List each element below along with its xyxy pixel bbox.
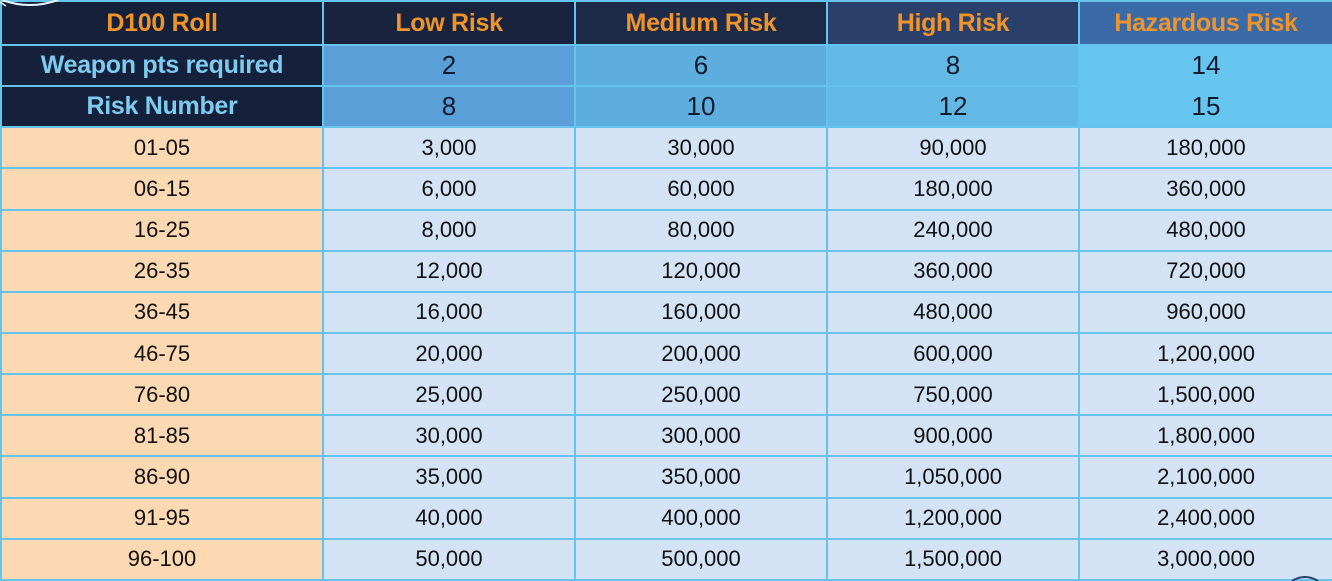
header-high-risk: High Risk bbox=[826, 0, 1080, 46]
reward-value-cell: 120,000 bbox=[574, 249, 828, 293]
table-row: 81-85 30,000 300,000 900,000 1,800,000 bbox=[0, 414, 1332, 458]
reward-value-cell: 200,000 bbox=[574, 331, 828, 376]
roll-range-cell: 76-80 bbox=[0, 373, 324, 417]
table-row: 26-35 12,000 120,000 360,000 720,000 bbox=[0, 249, 1332, 293]
reward-value-cell: 35,000 bbox=[322, 455, 576, 499]
risk-number-label: Risk Number bbox=[0, 85, 324, 129]
reward-value-cell: 30,000 bbox=[322, 414, 576, 458]
reward-value-cell: 3,000,000 bbox=[1078, 537, 1332, 581]
header-medium-risk: Medium Risk bbox=[574, 0, 828, 46]
reward-value-cell: 300,000 bbox=[574, 414, 828, 458]
reward-value-cell: 750,000 bbox=[826, 373, 1080, 417]
reward-value-cell: 12,000 bbox=[322, 249, 576, 293]
table-row: 46-75 20,000 200,000 600,000 1,200,000 bbox=[0, 331, 1332, 376]
reward-value-cell: 8,000 bbox=[322, 208, 576, 252]
reward-value-cell: 350,000 bbox=[574, 455, 828, 499]
risk-number-value: 10 bbox=[574, 85, 828, 129]
reward-value-cell: 1,050,000 bbox=[826, 455, 1080, 499]
reward-value-cell: 90,000 bbox=[826, 126, 1080, 170]
weapon-pts-row: Weapon pts required 2 6 8 14 bbox=[0, 43, 1332, 88]
header-low-risk: Low Risk bbox=[322, 0, 576, 46]
reward-value-cell: 360,000 bbox=[1078, 167, 1332, 211]
table-row: 86-90 35,000 350,000 1,050,000 2,100,000 bbox=[0, 455, 1332, 499]
reward-value-cell: 360,000 bbox=[826, 249, 1080, 293]
reward-value-cell: 60,000 bbox=[574, 167, 828, 211]
reward-value-cell: 720,000 bbox=[1078, 249, 1332, 293]
risk-number-value: 15 bbox=[1078, 85, 1332, 129]
reward-value-cell: 500,000 bbox=[574, 537, 828, 581]
table-row: 16-25 8,000 80,000 240,000 480,000 bbox=[0, 208, 1332, 252]
reward-value-cell: 240,000 bbox=[826, 208, 1080, 252]
reward-value-cell: 160,000 bbox=[574, 290, 828, 335]
reward-value-cell: 20,000 bbox=[322, 331, 576, 376]
reward-value-cell: 1,200,000 bbox=[1078, 331, 1332, 376]
reward-value-cell: 16,000 bbox=[322, 290, 576, 335]
reward-value-cell: 960,000 bbox=[1078, 290, 1332, 335]
roll-range-cell: 86-90 bbox=[0, 455, 324, 499]
reward-value-cell: 50,000 bbox=[322, 537, 576, 581]
reward-value-cell: 6,000 bbox=[322, 167, 576, 211]
reward-value-cell: 1,200,000 bbox=[826, 496, 1080, 540]
roll-range-cell: 36-45 bbox=[0, 290, 324, 335]
reward-value-cell: 40,000 bbox=[322, 496, 576, 540]
roll-range-cell: 01-05 bbox=[0, 126, 324, 170]
reward-value-cell: 250,000 bbox=[574, 373, 828, 417]
table-row: 76-80 25,000 250,000 750,000 1,500,000 bbox=[0, 373, 1332, 417]
roll-range-cell: 16-25 bbox=[0, 208, 324, 252]
reward-value-cell: 2,100,000 bbox=[1078, 455, 1332, 499]
roll-range-cell: 81-85 bbox=[0, 414, 324, 458]
weapon-pts-value: 2 bbox=[322, 43, 576, 88]
reward-value-cell: 180,000 bbox=[1078, 126, 1332, 170]
roll-range-cell: 46-75 bbox=[0, 331, 324, 376]
table-row: 06-15 6,000 60,000 180,000 360,000 bbox=[0, 167, 1332, 211]
table-row: 36-45 16,000 160,000 480,000 960,000 bbox=[0, 290, 1332, 335]
reward-value-cell: 1,500,000 bbox=[1078, 373, 1332, 417]
table-row: 96-100 50,000 500,000 1,500,000 3,000,000 bbox=[0, 537, 1332, 581]
table-row: 91-95 40,000 400,000 1,200,000 2,400,000 bbox=[0, 496, 1332, 540]
reward-value-cell: 3,000 bbox=[322, 126, 576, 170]
risk-number-row: Risk Number 8 10 12 15 bbox=[0, 85, 1332, 129]
roll-range-cell: 06-15 bbox=[0, 167, 324, 211]
weapon-pts-value: 6 bbox=[574, 43, 828, 88]
reward-value-cell: 600,000 bbox=[826, 331, 1080, 376]
header-hazardous-risk: Hazardous Risk bbox=[1078, 0, 1332, 46]
weapon-pts-value: 8 bbox=[826, 43, 1080, 88]
reward-value-cell: 180,000 bbox=[826, 167, 1080, 211]
table-row: 01-05 3,000 30,000 90,000 180,000 bbox=[0, 126, 1332, 170]
reward-value-cell: 480,000 bbox=[1078, 208, 1332, 252]
reward-value-cell: 900,000 bbox=[826, 414, 1080, 458]
decorative-arc-icon bbox=[1291, 576, 1319, 581]
weapon-pts-label: Weapon pts required bbox=[0, 43, 324, 88]
weapon-pts-value: 14 bbox=[1078, 43, 1332, 88]
header-d100-roll: D100 Roll bbox=[0, 0, 324, 46]
roll-range-cell: 96-100 bbox=[0, 537, 324, 581]
roll-range-cell: 26-35 bbox=[0, 249, 324, 293]
reward-value-cell: 80,000 bbox=[574, 208, 828, 252]
roll-range-cell: 91-95 bbox=[0, 496, 324, 540]
decorative-arc-icon bbox=[0, 0, 59, 7]
reward-value-cell: 25,000 bbox=[322, 373, 576, 417]
risk-number-value: 12 bbox=[826, 85, 1080, 129]
reward-value-cell: 1,800,000 bbox=[1078, 414, 1332, 458]
risk-number-value: 8 bbox=[322, 85, 576, 129]
reward-value-cell: 2,400,000 bbox=[1078, 496, 1332, 540]
reward-value-cell: 1,500,000 bbox=[826, 537, 1080, 581]
table-header-row: D100 Roll Low Risk Medium Risk High Risk… bbox=[0, 0, 1332, 46]
reward-value-cell: 30,000 bbox=[574, 126, 828, 170]
reward-value-cell: 400,000 bbox=[574, 496, 828, 540]
reward-value-cell: 480,000 bbox=[826, 290, 1080, 335]
